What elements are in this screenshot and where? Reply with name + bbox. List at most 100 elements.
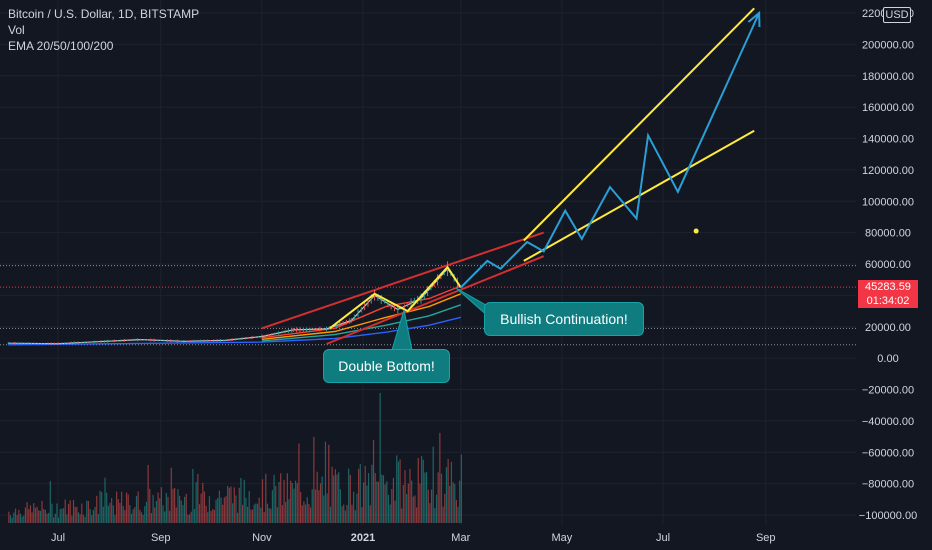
volume-bar — [334, 469, 337, 523]
volume-bar — [318, 490, 320, 523]
volume-bar — [406, 494, 408, 523]
volume-bar — [132, 509, 134, 523]
x-tick-label: Jul — [51, 532, 65, 544]
volume-bar — [248, 491, 250, 523]
volume-bar — [58, 517, 60, 523]
volume-bar — [39, 510, 41, 523]
volume-bar — [66, 514, 68, 523]
volume-bar — [283, 479, 285, 523]
volume-bar — [208, 496, 211, 523]
ema-lines — [8, 285, 462, 346]
volume-bar — [459, 480, 461, 523]
volume-bar — [144, 506, 146, 523]
volume-bar — [177, 489, 179, 523]
volume-bar — [260, 507, 262, 523]
currency-badge[interactable]: USD — [883, 7, 911, 23]
volume-bar — [379, 393, 381, 523]
y-tick-label: 80000.00 — [865, 228, 911, 240]
volume-bar — [411, 480, 413, 523]
volume-bar — [180, 500, 182, 523]
volume-bar — [67, 503, 70, 523]
volume-bar — [278, 481, 280, 523]
volume-bar — [112, 505, 114, 523]
volume-bar — [97, 513, 99, 523]
x-tick-label: May — [551, 532, 572, 544]
volume-bar — [251, 509, 254, 523]
projection-path — [460, 10, 761, 289]
legend-ema[interactable]: EMA 20/50/100/200 — [8, 39, 114, 53]
callout-double-bottom: Double Bottom! — [323, 349, 450, 383]
volume-bar — [240, 477, 242, 523]
legend-vol[interactable]: Vol — [8, 23, 25, 37]
volume-bar — [124, 510, 126, 523]
volume-bar — [358, 468, 360, 523]
volume-bar — [382, 475, 385, 523]
red-channel-lower — [326, 255, 545, 345]
volume-bar — [147, 465, 149, 523]
volume-bar — [179, 495, 181, 523]
volume-bar — [338, 472, 340, 523]
x-tick-label: Sep — [756, 532, 776, 544]
volume-bar — [425, 472, 428, 523]
double-bottom-pattern — [329, 265, 462, 330]
volume-bar — [195, 482, 197, 523]
volume-bar — [402, 484, 404, 523]
legend-symbol[interactable]: Bitcoin / U.S. Dollar, 1D, BITSTAMP — [8, 7, 200, 21]
volume-bar — [295, 480, 297, 523]
volume-bar — [62, 508, 65, 523]
volume-bar — [102, 506, 104, 523]
x-tick-label: Nov — [252, 532, 272, 544]
volume-bar — [183, 496, 186, 523]
volume-bar — [137, 491, 139, 523]
volume-bar — [306, 497, 308, 523]
volume-bar — [167, 496, 169, 523]
volume-bar — [11, 517, 13, 523]
projection-line — [460, 12, 761, 289]
volume-bar — [61, 508, 63, 523]
volume-bar — [33, 503, 35, 523]
volume-bar — [336, 474, 338, 523]
volume-bar — [367, 473, 370, 523]
volume-bar — [450, 461, 453, 523]
volume-bar — [197, 473, 199, 523]
volume-bar — [399, 459, 401, 523]
volume-bar — [291, 482, 293, 523]
volume-bar — [419, 483, 421, 523]
volume-bar — [439, 432, 441, 523]
volume-bar — [164, 511, 166, 523]
y-tick-label: 140000.00 — [862, 134, 914, 146]
volume-bar — [434, 508, 436, 523]
volume-bar — [53, 517, 55, 523]
volume-bar — [348, 468, 350, 523]
volume-bar — [207, 512, 209, 523]
volume-bar — [376, 481, 378, 523]
volume-bar — [412, 496, 414, 523]
x-tick-label: Sep — [151, 532, 171, 544]
volume-bar — [285, 501, 287, 523]
volume-bar — [92, 509, 95, 523]
volume-bar — [228, 487, 230, 523]
y-tick-label: 100000.00 — [862, 196, 914, 208]
marker-dot — [693, 228, 699, 234]
volume-bar — [190, 511, 192, 523]
volume-bar — [217, 498, 219, 523]
callout-bullish-continuation: Bullish Continuation! — [484, 302, 644, 336]
volume-bar — [301, 505, 303, 523]
y-tick-label: −80000.00 — [862, 479, 914, 491]
volume-bar — [174, 487, 176, 523]
volume-bar — [276, 507, 278, 523]
volume-bar — [9, 515, 12, 523]
volume-bar — [250, 509, 252, 523]
volume-bar — [109, 502, 111, 523]
volume-bar — [210, 510, 212, 523]
volume-bar — [359, 463, 361, 523]
volume-bar — [422, 459, 424, 523]
volume-bar — [185, 493, 187, 523]
y-tick-label: 180000.00 — [862, 71, 914, 83]
volume-bar — [328, 444, 330, 523]
volume-bar — [175, 507, 177, 523]
volume-bar — [182, 505, 184, 523]
volume-bar — [212, 509, 214, 523]
price-series — [7, 261, 462, 345]
